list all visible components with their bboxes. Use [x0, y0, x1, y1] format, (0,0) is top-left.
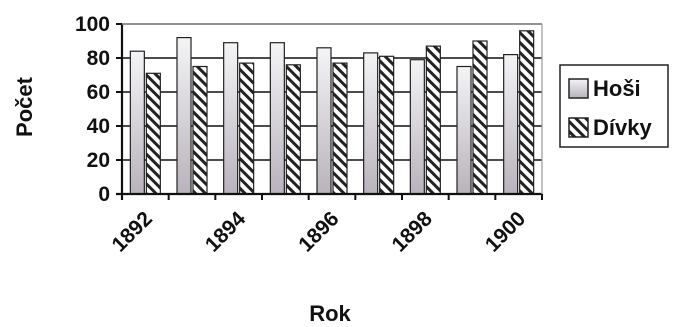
bar-hosi-1898 — [409, 59, 425, 195]
y-tick-labels: 0 20 40 60 80 100 — [75, 13, 110, 206]
bar-divky-1895 — [285, 64, 301, 195]
axes — [116, 23, 543, 200]
x-tick-label-1900: 1900 — [481, 207, 530, 256]
bar-divky-1896 — [332, 62, 348, 195]
y-tick-label-20: 20 — [87, 149, 110, 172]
bar-hosi-1893 — [176, 36, 192, 195]
legend-swatch-hosi — [568, 78, 589, 99]
x-tick-label-1896: 1896 — [294, 207, 343, 256]
x-tick-label-1892: 1892 — [108, 207, 157, 256]
bars — [129, 30, 535, 195]
bar-hosi-1895 — [269, 42, 285, 195]
x-axis-title: Rok — [309, 301, 351, 326]
legend-label-divky: Dívky — [593, 115, 652, 140]
y-tick-label-0: 0 — [98, 183, 110, 206]
y-tick-label-100: 100 — [75, 13, 110, 36]
legend-swatch-divky — [568, 117, 589, 138]
x-tick-label-1894: 1894 — [201, 207, 251, 257]
bar-hosi-1892 — [129, 50, 145, 195]
x-tick-label-1898: 1898 — [388, 207, 438, 257]
bar-divky-1892 — [145, 72, 161, 195]
bar-divky-1899 — [472, 40, 488, 195]
bar-divky-1893 — [192, 65, 208, 195]
bar-hosi-1897 — [363, 52, 379, 195]
legend: Hoši Dívky — [559, 64, 669, 148]
y-tick-label-60: 60 — [87, 81, 110, 104]
bar-divky-1894 — [239, 62, 255, 195]
bar-hosi-1896 — [316, 47, 332, 195]
legend-label-hosi: Hoši — [593, 76, 641, 101]
bar-hosi-1900 — [503, 53, 519, 195]
bar-hosi-1899 — [456, 65, 472, 195]
y-tick-label-80: 80 — [87, 47, 110, 70]
x-tick-labels: 1892 1894 1896 1898 1900 — [108, 207, 531, 257]
y-axis-title: Počet — [12, 76, 37, 137]
bar-divky-1898 — [425, 45, 441, 195]
bar-divky-1897 — [379, 55, 395, 195]
bar-divky-1900 — [519, 30, 535, 195]
y-tick-label-40: 40 — [87, 115, 110, 138]
bar-hosi-1894 — [223, 42, 239, 195]
